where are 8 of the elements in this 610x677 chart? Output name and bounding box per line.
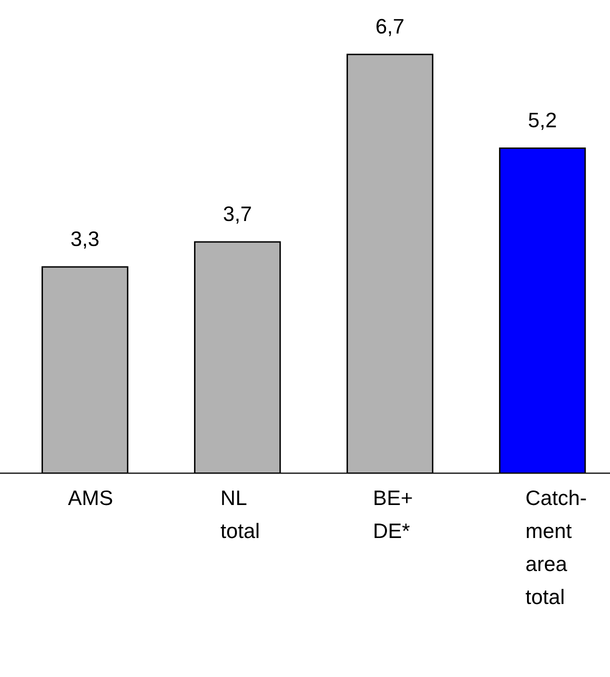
data-label: 5,2 bbox=[528, 112, 556, 130]
x-tick-label: AMS bbox=[68, 490, 112, 506]
data-label: 6,7 bbox=[376, 18, 404, 36]
data-label: 3,3 bbox=[71, 231, 99, 249]
x-tick-label: BE+ DE* bbox=[374, 490, 412, 538]
data-label: 3,7 bbox=[224, 206, 251, 224]
x-tick-label: NL total bbox=[220, 490, 258, 538]
x-tick-label: Catch- ment area total bbox=[526, 490, 586, 604]
